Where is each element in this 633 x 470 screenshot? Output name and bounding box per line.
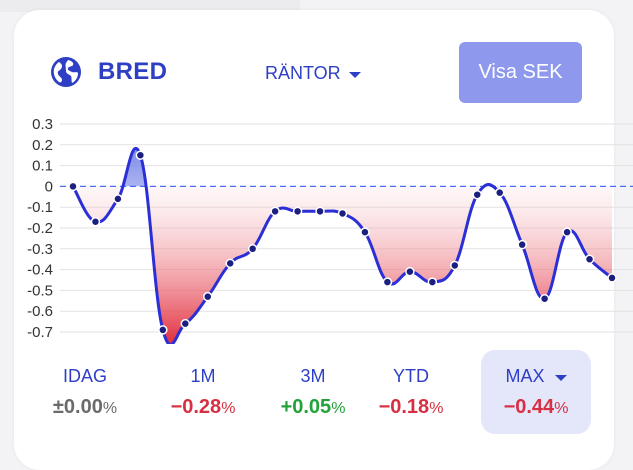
period-label: MAX [481, 366, 591, 387]
data-point [158, 325, 168, 335]
period-selector: IDAG ±0.00% 1M −0.28% 3M +0.05% YTD −0.18% MAX −0… [0, 350, 633, 446]
period-change-value: ±0.00% [30, 396, 140, 419]
page-title: BRED [98, 58, 168, 85]
data-point [494, 187, 505, 198]
y-tick-label: -0.2 [27, 220, 53, 237]
change-sign: − [503, 396, 516, 418]
period-label-text: MAX [505, 366, 545, 386]
data-point [68, 181, 78, 192]
change-unit: % [221, 400, 236, 417]
background-shape [0, 0, 300, 12]
data-point [337, 208, 348, 219]
y-tick-label: -0.7 [27, 324, 53, 341]
data-point [427, 277, 438, 287]
period-change-value: +0.05% [258, 396, 368, 419]
change-sign: + [280, 396, 293, 418]
globe-icon [51, 57, 81, 87]
data-point [247, 244, 258, 254]
data-point [405, 266, 415, 277]
negative-area-fill [73, 186, 612, 344]
data-point [90, 217, 101, 227]
y-tick-label: 0.2 [32, 137, 53, 154]
data-point [203, 291, 213, 302]
change-number: 0.44 [515, 396, 555, 418]
period-change-value: −0.18% [356, 396, 466, 419]
data-point [180, 318, 191, 329]
positive-area-fill [73, 148, 612, 187]
change-unit: % [331, 400, 346, 417]
y-tick-label: 0.3 [32, 116, 53, 133]
show-sek-button[interactable]: Visa SEK [459, 42, 582, 103]
period-label-text: 3M [300, 366, 326, 386]
data-point [270, 206, 280, 217]
period-label-text: IDAG [62, 366, 107, 386]
change-number: 0.05 [292, 396, 332, 418]
change-number: 0.00 [63, 396, 103, 418]
data-points [68, 150, 617, 335]
period-label: 1M [148, 366, 258, 387]
change-number: 0.18 [390, 396, 430, 418]
data-point [292, 206, 303, 217]
y-tick-label: -0.4 [27, 262, 53, 279]
caret-down-icon [348, 71, 361, 78]
period-label: IDAG [30, 366, 140, 387]
data-point [382, 277, 393, 287]
change-sign: ± [52, 396, 64, 418]
period-3m[interactable]: 3M +0.05% [258, 350, 368, 434]
period-1m[interactable]: 1M −0.28% [148, 350, 258, 434]
change-sign: − [170, 396, 183, 418]
y-tick-label: -0.3 [27, 241, 53, 258]
rate-chart: 0.3 0.2 0.1 0 -0.1 -0.2 -0.3 -0.4 -0.5 -0.6 -0.7 [27, 116, 633, 344]
period-max[interactable]: MAX −0.44% [481, 350, 591, 434]
data-point [360, 227, 370, 237]
change-number: 0.28 [182, 396, 222, 418]
change-sign: − [378, 396, 391, 418]
period-label: 3M [258, 366, 368, 387]
caret-down-icon [554, 374, 567, 381]
period-change-value: −0.44% [481, 396, 591, 419]
y-tick-label: 0.1 [32, 158, 53, 175]
data-point [562, 227, 572, 237]
period-label-text: 1M [190, 366, 216, 386]
period-change-value: −0.28% [148, 396, 258, 419]
change-unit: % [429, 400, 444, 417]
y-tick-label: 0 [45, 178, 53, 195]
data-point [450, 260, 460, 271]
y-tick-label: -0.5 [27, 282, 53, 299]
y-tick-label: -0.6 [27, 303, 53, 320]
data-point [607, 273, 617, 283]
period-label: YTD [356, 366, 466, 387]
period-idag[interactable]: IDAG ±0.00% [30, 350, 140, 434]
period-label-text: YTD [393, 366, 429, 386]
data-point [472, 189, 482, 200]
change-unit: % [102, 400, 118, 417]
data-point [517, 239, 527, 250]
category-dropdown[interactable]: RÄNTOR [265, 63, 361, 84]
card-header: BRED RÄNTOR Visa SEK [0, 0, 633, 110]
data-point [113, 194, 123, 204]
data-point [539, 293, 550, 304]
period-ytd[interactable]: YTD −0.18% [356, 350, 466, 434]
data-point [315, 206, 325, 217]
data-point [584, 254, 595, 264]
data-point [135, 150, 146, 160]
y-tick-label: -0.1 [27, 199, 53, 216]
y-axis-ticks: 0.3 0.2 0.1 0 -0.1 -0.2 -0.3 -0.4 -0.5 -0.6 -0.7 [27, 116, 53, 341]
category-dropdown-label: RÄNTOR [265, 63, 341, 83]
data-point [225, 258, 235, 269]
change-unit: % [554, 400, 569, 417]
